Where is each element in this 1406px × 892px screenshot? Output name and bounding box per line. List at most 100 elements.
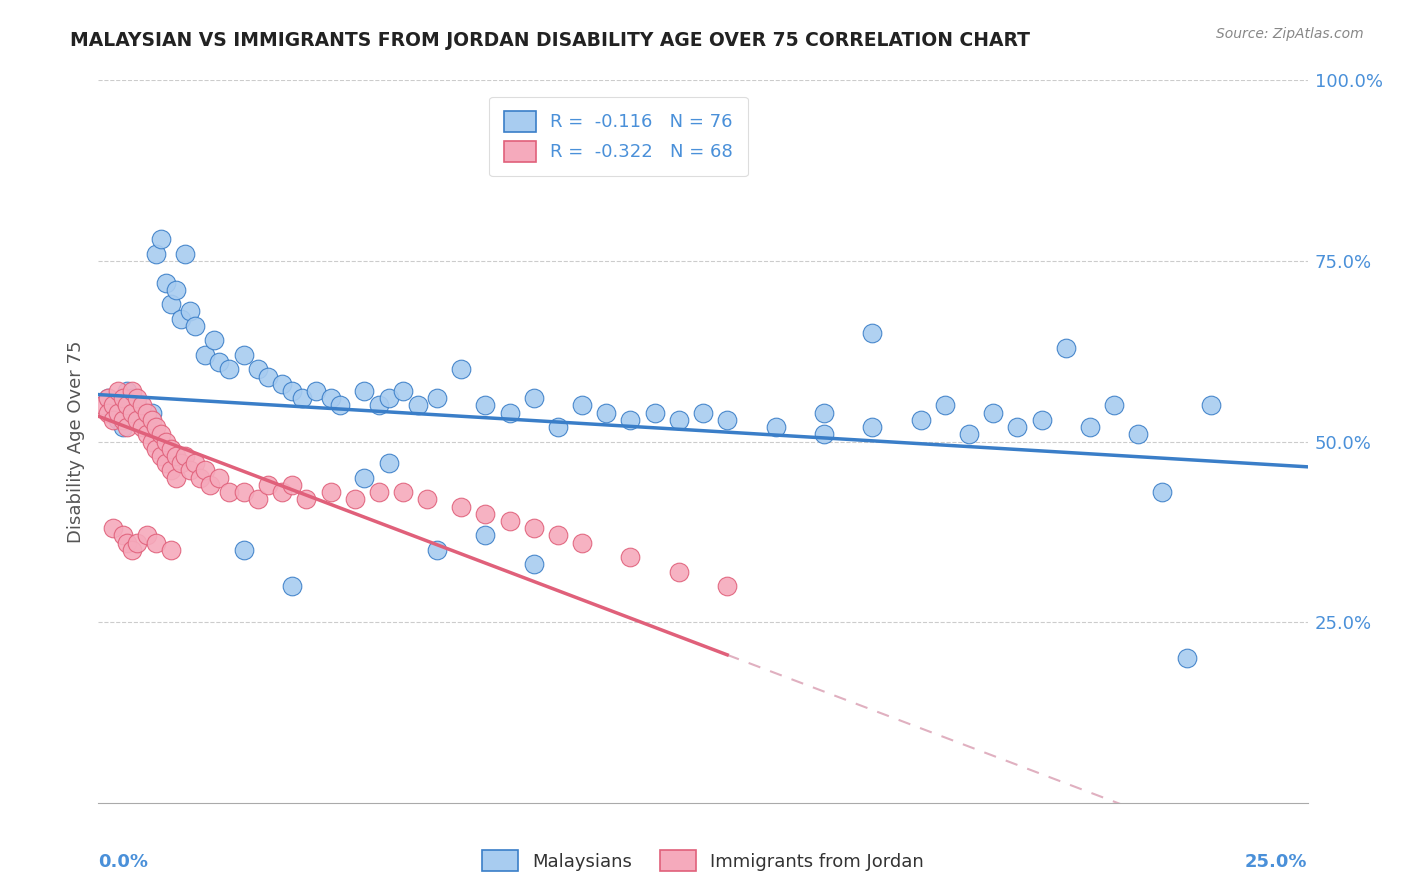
Point <box>127 535 149 549</box>
Point <box>343 492 366 507</box>
Point <box>571 535 593 549</box>
Point <box>305 384 328 398</box>
Point <box>813 406 835 420</box>
Point <box>101 521 124 535</box>
Point <box>644 406 666 420</box>
Point <box>860 420 883 434</box>
Text: Source: ZipAtlas.com: Source: ZipAtlas.com <box>1216 27 1364 41</box>
Point <box>232 485 254 500</box>
Point <box>155 276 177 290</box>
Point <box>232 348 254 362</box>
Point <box>377 391 399 405</box>
Point <box>668 413 690 427</box>
Point <box>160 542 183 557</box>
Point <box>91 398 114 412</box>
Point <box>117 535 139 549</box>
Point <box>392 485 415 500</box>
Point <box>406 398 429 412</box>
Point <box>97 406 120 420</box>
Point <box>353 384 375 398</box>
Point <box>595 406 617 420</box>
Point <box>860 326 883 340</box>
Point <box>179 304 201 318</box>
Point <box>160 463 183 477</box>
Point <box>111 528 134 542</box>
Point <box>155 434 177 449</box>
Point <box>160 297 183 311</box>
Point <box>232 542 254 557</box>
Point <box>416 492 439 507</box>
Point <box>117 420 139 434</box>
Point <box>145 442 167 456</box>
Point <box>111 413 134 427</box>
Point <box>107 384 129 398</box>
Point <box>474 507 496 521</box>
Point <box>498 406 520 420</box>
Point <box>127 413 149 427</box>
Point <box>218 362 240 376</box>
Point <box>765 420 787 434</box>
Point <box>150 449 173 463</box>
Point <box>523 521 546 535</box>
Point <box>184 318 207 333</box>
Point <box>1031 413 1053 427</box>
Point <box>208 470 231 484</box>
Point <box>101 406 124 420</box>
Point <box>547 420 569 434</box>
Legend: Malaysians, Immigrants from Jordan: Malaysians, Immigrants from Jordan <box>475 843 931 879</box>
Point <box>174 246 197 260</box>
Point <box>329 398 352 412</box>
Point <box>1078 420 1101 434</box>
Point <box>668 565 690 579</box>
Point <box>135 528 157 542</box>
Point <box>155 456 177 470</box>
Point <box>256 478 278 492</box>
Point <box>150 427 173 442</box>
Point <box>1054 341 1077 355</box>
Text: 0.0%: 0.0% <box>98 854 149 871</box>
Point <box>716 413 738 427</box>
Point <box>523 558 546 572</box>
Point <box>198 478 221 492</box>
Point <box>619 413 641 427</box>
Point <box>426 542 449 557</box>
Point <box>218 485 240 500</box>
Point <box>97 391 120 405</box>
Point <box>377 456 399 470</box>
Point <box>111 391 134 405</box>
Point <box>121 384 143 398</box>
Point <box>1102 398 1125 412</box>
Point <box>165 470 187 484</box>
Point <box>135 427 157 442</box>
Point <box>141 406 163 420</box>
Point <box>247 492 270 507</box>
Point <box>208 355 231 369</box>
Point <box>165 283 187 297</box>
Point <box>101 413 124 427</box>
Point <box>101 398 124 412</box>
Point <box>256 369 278 384</box>
Point <box>184 456 207 470</box>
Point <box>131 420 153 434</box>
Point <box>194 348 217 362</box>
Point <box>692 406 714 420</box>
Point <box>1152 485 1174 500</box>
Point <box>160 442 183 456</box>
Point <box>141 434 163 449</box>
Point <box>97 391 120 405</box>
Point <box>127 391 149 405</box>
Point <box>295 492 318 507</box>
Point <box>813 427 835 442</box>
Point <box>188 470 211 484</box>
Point <box>271 485 294 500</box>
Point <box>247 362 270 376</box>
Point <box>111 420 134 434</box>
Point <box>271 376 294 391</box>
Point <box>426 391 449 405</box>
Point <box>1175 651 1198 665</box>
Point <box>165 449 187 463</box>
Point <box>450 500 472 514</box>
Point <box>169 311 191 326</box>
Point <box>179 463 201 477</box>
Point <box>145 246 167 260</box>
